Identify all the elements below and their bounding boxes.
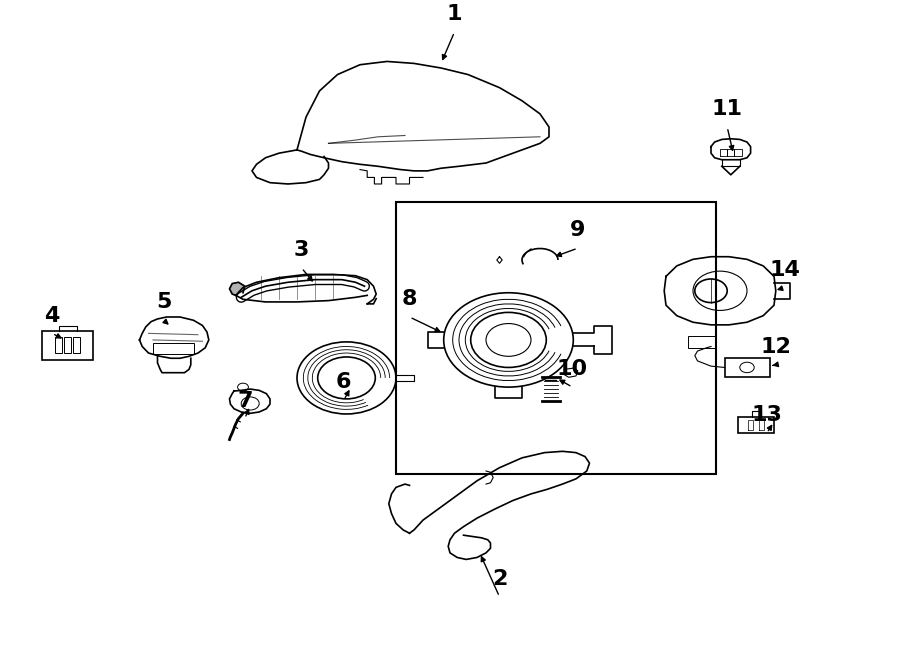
- Text: 5: 5: [156, 292, 172, 313]
- Bar: [724, 358, 770, 377]
- Bar: [55, 337, 62, 353]
- Text: 2: 2: [491, 569, 508, 589]
- Bar: [738, 417, 774, 433]
- Bar: [73, 337, 80, 353]
- Polygon shape: [230, 282, 245, 295]
- Bar: [396, 202, 716, 474]
- Text: 9: 9: [570, 220, 586, 241]
- Text: 1: 1: [446, 4, 463, 24]
- Bar: [64, 337, 71, 353]
- Bar: [153, 342, 194, 354]
- Text: 14: 14: [770, 260, 800, 280]
- Text: 12: 12: [760, 337, 791, 357]
- Text: 4: 4: [44, 305, 60, 325]
- Bar: [688, 336, 716, 348]
- Text: 3: 3: [293, 240, 310, 260]
- Bar: [42, 330, 93, 360]
- Text: 6: 6: [336, 372, 352, 393]
- Text: 7: 7: [237, 391, 253, 410]
- Text: 11: 11: [712, 99, 742, 119]
- Text: 13: 13: [752, 405, 782, 425]
- Text: 8: 8: [401, 289, 418, 309]
- Text: 10: 10: [557, 359, 588, 379]
